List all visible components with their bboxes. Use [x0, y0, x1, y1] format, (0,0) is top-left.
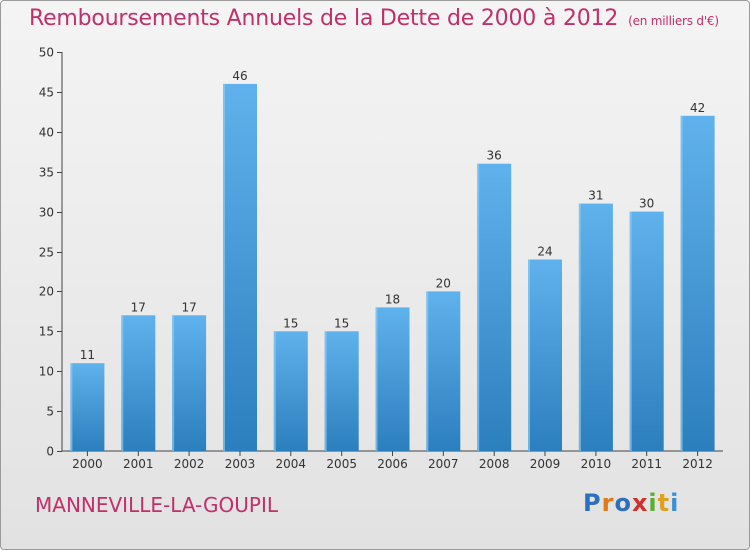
logo-letter: x: [631, 489, 649, 517]
proxiti-logo[interactable]: Proxiti: [583, 489, 679, 517]
bar: [70, 363, 105, 451]
bar: [273, 331, 308, 451]
bars: [70, 83, 715, 452]
bar-value-label: 15: [283, 316, 298, 330]
bar-value-label: 11: [80, 348, 95, 362]
bar-value-label: 42: [690, 101, 705, 115]
bar-value-label: 30: [639, 197, 654, 211]
y-tick-label: 30: [39, 206, 54, 220]
bar-highlight: [121, 315, 124, 451]
commune-name: MANNEVILLE-LA-GOUPIL: [35, 493, 278, 517]
y-tick-label: 5: [46, 405, 54, 419]
logo-letter: P: [583, 489, 602, 517]
chart-title-text: Remboursements Annuels de la Dette de 20…: [29, 6, 619, 31]
bar-value-label: 17: [131, 300, 146, 314]
bar-value-label: 46: [232, 69, 247, 83]
bar: [578, 203, 613, 451]
bar: [324, 331, 359, 451]
bar-value-label: 15: [334, 316, 349, 330]
x-tick-label: 2010: [581, 457, 612, 471]
x-tick-label: 2008: [479, 457, 510, 471]
x-tick-label: 2007: [428, 457, 459, 471]
bar-highlight: [629, 211, 632, 451]
bar-highlight: [578, 203, 581, 451]
chart-title: Remboursements Annuels de la Dette de 20…: [29, 6, 719, 31]
x-tick-label: 2009: [530, 457, 561, 471]
x-tick-label: 2004: [276, 457, 307, 471]
bar: [172, 315, 207, 451]
bar-highlight: [223, 83, 225, 452]
y-tick-label: 50: [39, 46, 54, 60]
bar: [528, 259, 562, 451]
bar-highlight: [477, 163, 480, 451]
bar-highlight: [680, 115, 683, 452]
bar-highlight: [172, 315, 175, 451]
x-tick-label: 2003: [225, 457, 256, 471]
bar-highlight: [375, 307, 378, 451]
bar: [375, 307, 410, 451]
bar-value-label: 31: [588, 189, 603, 203]
logo-letter: o: [614, 489, 632, 517]
logo-letter: t: [657, 489, 671, 517]
bar-highlight: [426, 291, 429, 451]
bar: [121, 315, 156, 451]
bar-highlight: [528, 259, 530, 451]
bar-value-label: 18: [385, 292, 400, 306]
logo-letter: i: [670, 489, 680, 517]
bar-value-label: 17: [181, 300, 196, 314]
y-tick-label: 45: [39, 86, 54, 100]
bar-highlight: [324, 331, 327, 451]
y-tick-label: 25: [39, 246, 54, 260]
logo-letter: r: [601, 489, 615, 517]
chart-subtitle: (en milliers d'€): [628, 14, 719, 28]
logo-letter: i: [648, 489, 658, 517]
x-tick-label: 2000: [72, 457, 103, 471]
bar: [680, 115, 715, 452]
y-tick-label: 20: [39, 285, 54, 299]
bar: [223, 83, 257, 452]
x-tick-label: 2012: [682, 457, 713, 471]
bar-highlight: [273, 331, 276, 451]
y-tick-label: 35: [39, 166, 54, 180]
bar-value-label: 36: [487, 149, 502, 163]
bar: [629, 211, 664, 451]
bar: [477, 163, 512, 451]
data-labels: 11 17 17 46 15 15 18 20 36 24 31 30 42: [80, 69, 705, 362]
bar-value-label: 24: [537, 245, 552, 259]
y-tick-label: 15: [39, 325, 54, 339]
x-tick-label: 2011: [631, 457, 662, 471]
y-tick-label: 10: [39, 365, 54, 379]
y-tick-label: 0: [46, 445, 54, 459]
x-tick-label: 2002: [174, 457, 205, 471]
bar-highlight: [70, 363, 73, 451]
bar: [426, 291, 461, 451]
axes: 0 5 10 15 20 25 30 35 40 45 50 2000 2001 2002 2003 2004…: [39, 46, 723, 471]
x-tick-label: 2006: [377, 457, 408, 471]
x-tick-label: 2001: [123, 457, 154, 471]
y-tick-label: 40: [39, 126, 54, 140]
bar-value-label: 20: [436, 276, 451, 290]
x-tick-label: 2005: [326, 457, 357, 471]
